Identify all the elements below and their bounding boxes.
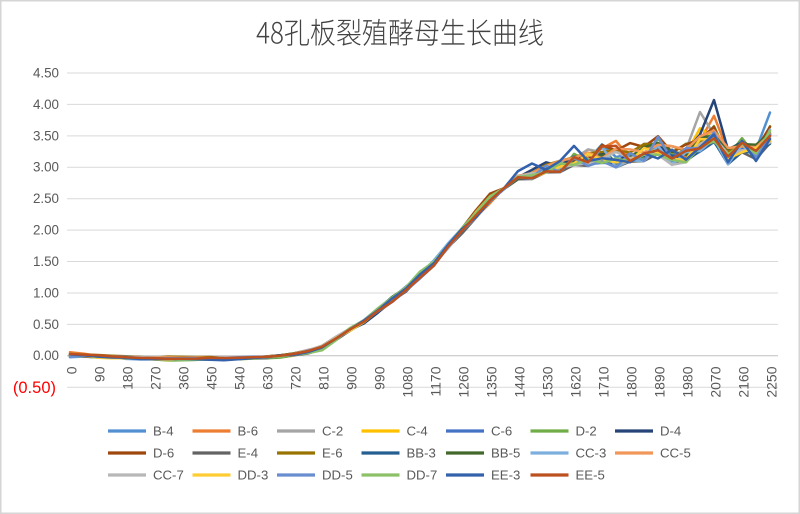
- svg-text:EE-5: EE-5: [576, 467, 605, 482]
- svg-text:0.50: 0.50: [33, 317, 59, 332]
- svg-text:D-6: D-6: [153, 445, 174, 460]
- svg-text:1980: 1980: [680, 366, 696, 397]
- svg-text:1710: 1710: [596, 366, 612, 397]
- svg-text:900: 900: [344, 366, 360, 390]
- svg-text:2250: 2250: [764, 366, 780, 397]
- svg-text:E-4: E-4: [238, 445, 259, 460]
- svg-text:C-2: C-2: [322, 423, 343, 438]
- svg-text:0: 0: [64, 366, 80, 374]
- svg-text:CC-7: CC-7: [153, 467, 184, 482]
- svg-text:E-6: E-6: [322, 445, 343, 460]
- svg-text:B-6: B-6: [238, 423, 259, 438]
- svg-text:990: 990: [372, 366, 388, 390]
- svg-text:1530: 1530: [540, 366, 556, 397]
- svg-text:4.00: 4.00: [33, 97, 59, 112]
- svg-text:2160: 2160: [736, 366, 752, 397]
- svg-text:BB-5: BB-5: [491, 445, 520, 460]
- svg-text:1080: 1080: [400, 366, 416, 397]
- svg-text:C-4: C-4: [407, 423, 428, 438]
- svg-text:270: 270: [148, 366, 164, 390]
- svg-text:3.50: 3.50: [33, 128, 59, 143]
- svg-text:720: 720: [288, 366, 304, 390]
- svg-text:1440: 1440: [512, 366, 528, 397]
- svg-text:1890: 1890: [652, 366, 668, 397]
- svg-text:360: 360: [176, 366, 192, 390]
- svg-text:2070: 2070: [708, 366, 724, 397]
- svg-text:1.50: 1.50: [33, 254, 59, 269]
- svg-text:90: 90: [92, 366, 108, 382]
- svg-text:3.00: 3.00: [33, 160, 59, 175]
- svg-text:CC-5: CC-5: [660, 445, 691, 460]
- svg-text:2.50: 2.50: [33, 191, 59, 206]
- svg-text:540: 540: [232, 366, 248, 390]
- svg-text:1260: 1260: [456, 366, 472, 397]
- svg-text:B-4: B-4: [153, 423, 174, 438]
- svg-text:1620: 1620: [568, 366, 584, 397]
- svg-text:180: 180: [120, 366, 136, 390]
- svg-text:DD-5: DD-5: [322, 467, 353, 482]
- svg-text:1800: 1800: [624, 366, 640, 397]
- svg-text:D-4: D-4: [660, 423, 681, 438]
- svg-text:4.50: 4.50: [33, 65, 59, 80]
- svg-text:630: 630: [260, 366, 276, 390]
- svg-text:D-2: D-2: [576, 423, 597, 438]
- svg-text:(0.50): (0.50): [13, 379, 56, 397]
- svg-text:810: 810: [316, 366, 332, 390]
- svg-text:0.00: 0.00: [33, 348, 59, 363]
- svg-text:1.00: 1.00: [33, 285, 59, 300]
- svg-text:EE-3: EE-3: [491, 467, 520, 482]
- svg-text:2.00: 2.00: [33, 223, 59, 238]
- svg-text:1350: 1350: [484, 366, 500, 397]
- svg-text:C-6: C-6: [491, 423, 512, 438]
- svg-text:450: 450: [204, 366, 220, 390]
- svg-text:DD-7: DD-7: [407, 467, 438, 482]
- svg-text:1170: 1170: [428, 366, 444, 396]
- svg-text:CC-3: CC-3: [576, 445, 607, 460]
- svg-text:DD-3: DD-3: [238, 467, 269, 482]
- svg-text:BB-3: BB-3: [407, 445, 436, 460]
